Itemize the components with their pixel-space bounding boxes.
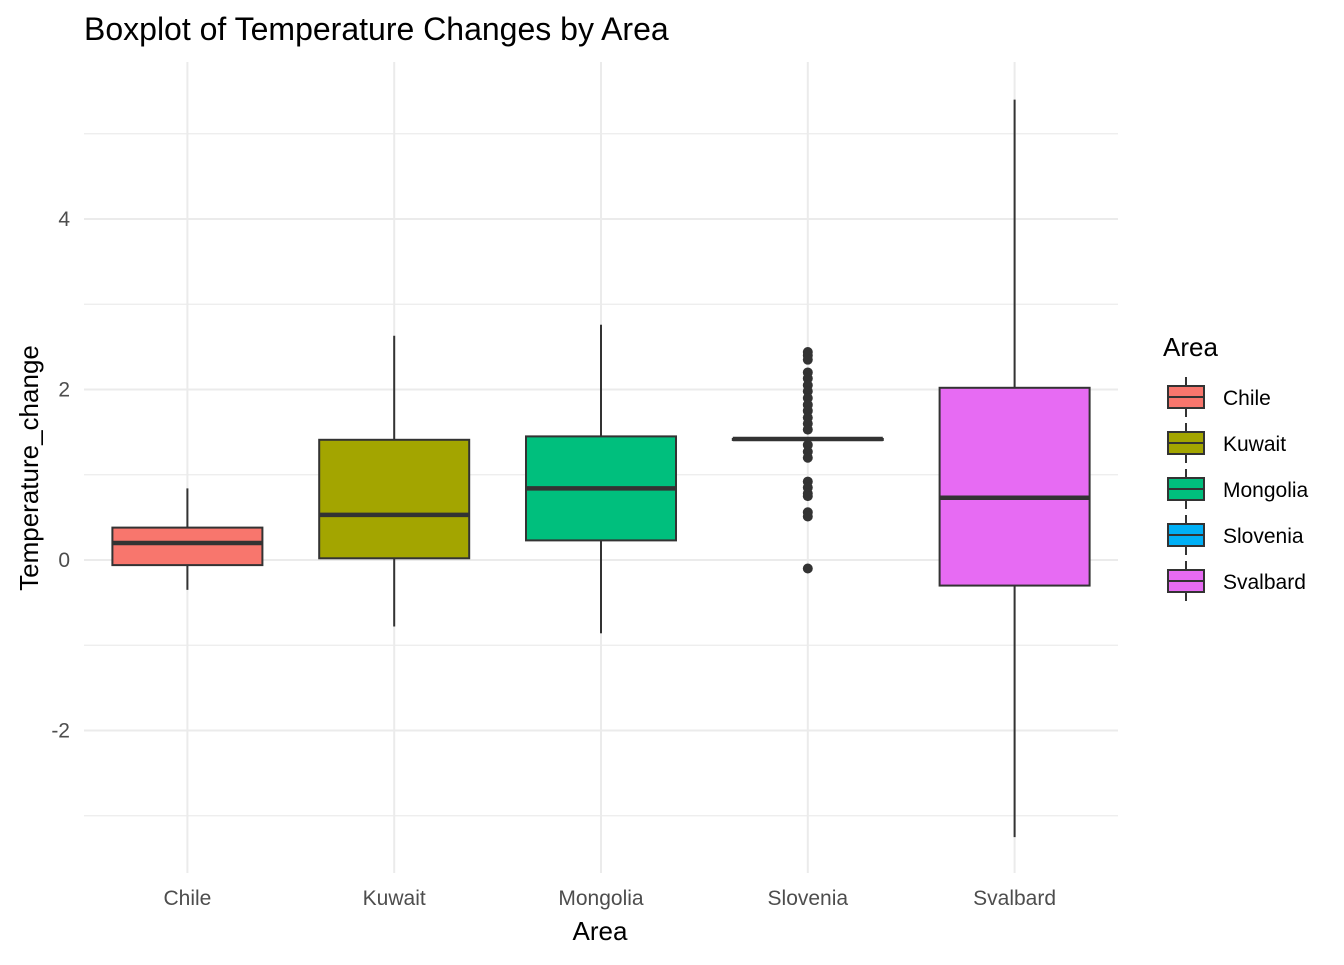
legend-item-svalbard: Svalbard [1167, 561, 1306, 601]
x-tick-label: Kuwait [363, 887, 426, 910]
y-tick-label: 0 [58, 549, 70, 572]
legend-title: Area [1163, 332, 1218, 362]
box-kuwait [318, 335, 471, 627]
y-tick-label: 2 [58, 379, 70, 402]
box-iqr [938, 386, 1091, 587]
x-tick-label: Slovenia [768, 887, 849, 910]
x-tick-label: Chile [163, 887, 211, 910]
chart-title: Boxplot of Temperature Changes by Area [84, 11, 669, 47]
legend-item-mongolia: Mongolia [1167, 469, 1309, 509]
box-iqr [111, 526, 264, 567]
box-chile [111, 488, 264, 590]
box-slovenia [731, 346, 884, 574]
y-tick-label: -2 [51, 720, 70, 743]
legend-label: Mongolia [1223, 479, 1309, 502]
x-tick-label: Svalbard [973, 887, 1056, 910]
legend-label: Chile [1223, 387, 1271, 410]
outlier-point [802, 354, 813, 365]
box-mongolia [525, 324, 677, 634]
y-axis-ticks: -2 0 2 4 [51, 208, 70, 743]
x-axis-ticks: Chile Kuwait Mongolia Slovenia Svalbard [163, 887, 1056, 910]
legend-label: Kuwait [1223, 433, 1286, 456]
x-tick-label: Mongolia [558, 887, 644, 910]
legend-item-chile: Chile [1167, 377, 1271, 417]
legend-label: Slovenia [1223, 525, 1304, 548]
legend: Area Chile Kuwait Mongolia Slovenia Svalbard [1163, 332, 1309, 601]
legend-label: Svalbard [1223, 571, 1306, 594]
y-axis-title: Temperature_change [14, 345, 44, 591]
outlier-point [802, 511, 813, 522]
outlier-point [802, 424, 813, 435]
y-tick-label: 4 [58, 208, 70, 231]
boxes-layer [111, 99, 1091, 838]
legend-item-kuwait: Kuwait [1167, 423, 1286, 463]
legend-item-slovenia: Slovenia [1167, 515, 1304, 555]
box-svalbard [938, 99, 1091, 838]
outlier-point [802, 563, 813, 574]
x-axis-title: Area [573, 916, 628, 946]
outlier-point [802, 452, 813, 463]
outlier-point [802, 491, 813, 502]
box-iqr [318, 438, 471, 560]
